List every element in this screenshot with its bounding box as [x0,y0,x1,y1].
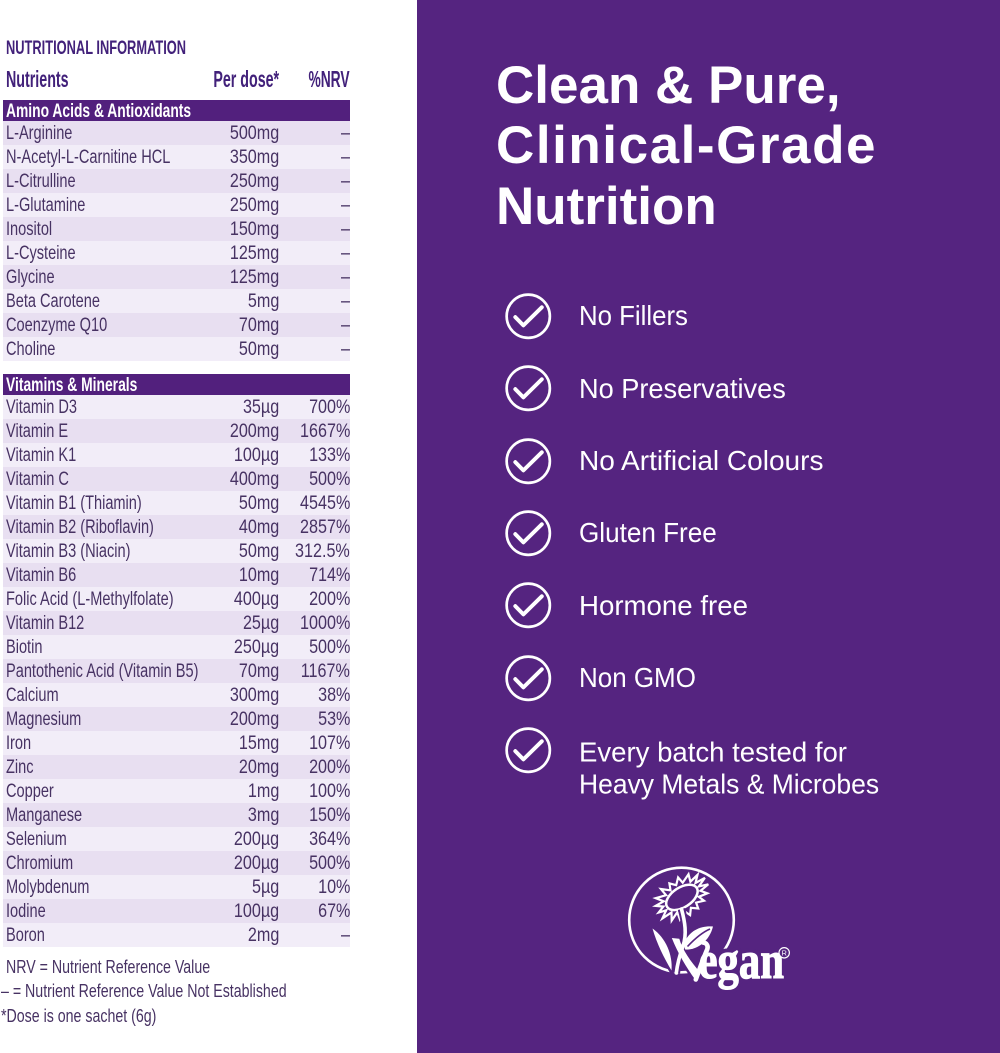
svg-text:egan: egan [699,932,785,990]
svg-text:R: R [782,949,787,958]
svg-text:egan: egan [699,932,785,990]
